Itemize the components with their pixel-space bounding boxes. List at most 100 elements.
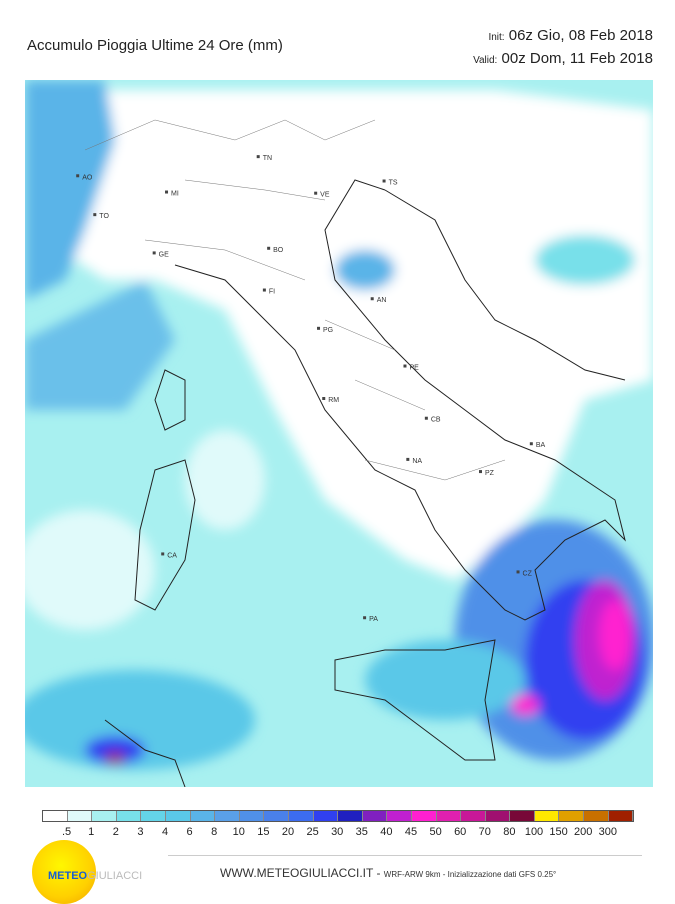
city-marker — [161, 552, 165, 556]
city-marker — [152, 251, 156, 255]
city-label: AN — [377, 297, 387, 304]
city-label: CZ — [523, 570, 533, 577]
color-swatch — [362, 811, 388, 821]
city-label: AO — [82, 174, 93, 181]
city-label: PE — [409, 365, 419, 372]
color-swatch — [264, 811, 289, 821]
color-swatch — [116, 811, 142, 821]
city-marker — [370, 297, 374, 301]
color-swatch — [411, 811, 437, 821]
map-title: Accumulo Pioggia Ultime 24 Ore (mm) — [27, 37, 283, 54]
scale-label: 45 — [404, 826, 418, 838]
city-label: GE — [159, 251, 169, 258]
city-label: CB — [431, 417, 441, 424]
city-marker — [406, 457, 410, 461]
borders — [84, 119, 506, 481]
city-marker — [165, 190, 169, 194]
city-label: TS — [389, 180, 398, 187]
scale-label: 15 — [257, 826, 270, 838]
city-marker — [262, 288, 266, 292]
init-value: 06z Gio, 08 Feb 2018 — [508, 27, 653, 44]
city-label: TN — [263, 155, 272, 162]
valid-value: 00z Dom, 11 Feb 2018 — [501, 50, 653, 67]
color-swatch — [288, 811, 314, 821]
scale-label: 70 — [478, 826, 491, 838]
city-marker — [424, 416, 428, 420]
city-marker — [382, 179, 386, 183]
init-label: Init: — [488, 32, 505, 43]
city-label: MI — [171, 191, 179, 198]
color-swatch — [215, 811, 240, 821]
scale-label: 20 — [281, 826, 295, 838]
scale-label: 6 — [186, 826, 193, 838]
city-label: BA — [536, 442, 546, 449]
scale-label: 60 — [454, 826, 467, 838]
city-label: PG — [323, 327, 333, 334]
valid-label: Valid: — [473, 55, 498, 66]
color-swatch — [387, 811, 412, 821]
color-swatch — [608, 811, 634, 821]
city-marker — [314, 191, 318, 195]
color-swatch — [436, 811, 462, 821]
color-swatch — [584, 811, 609, 821]
city-marker — [479, 470, 482, 474]
city-marker — [93, 213, 97, 217]
color-swatch — [559, 811, 585, 821]
city-label: BO — [273, 247, 284, 254]
color-swatch — [239, 811, 265, 821]
color-swatch — [338, 811, 363, 821]
color-swatch — [534, 811, 560, 821]
scale-label: 40 — [380, 826, 393, 838]
scale-label: 25 — [306, 826, 319, 838]
color-swatch — [165, 811, 191, 821]
coastlines — [104, 179, 626, 787]
scale-label: .5 — [62, 826, 72, 838]
color-swatch — [510, 811, 535, 821]
model-info: WRF-ARW 9km - Inizializzazione dati GFS … — [383, 870, 557, 879]
color-swatch — [485, 811, 511, 821]
city-marker — [317, 326, 321, 330]
scale-label: 3 — [137, 826, 144, 838]
color-swatch — [461, 811, 486, 821]
city-marker — [76, 174, 80, 178]
color-swatch — [92, 811, 117, 821]
city-label: CA — [167, 552, 177, 559]
color-scale — [42, 810, 635, 822]
scale-label: 10 — [232, 826, 245, 838]
city-marker — [267, 246, 271, 250]
city-marker — [403, 364, 407, 368]
divider — [168, 855, 642, 856]
scale-label: 2 — [112, 826, 119, 838]
color-scale-labels: .5 1 2 3 4 6 8 10 15 20 25 30 35 40 45 50 60 70 80 100 150 20… — [42, 826, 642, 840]
color-swatch — [190, 811, 216, 821]
city-label: VE — [320, 192, 330, 199]
run-info: Init: 06z Gio, 08 Feb 2018 Valid: 00z Do… — [473, 25, 653, 71]
city-marker — [363, 616, 367, 620]
scale-label: 1 — [88, 826, 95, 838]
city-label: RM — [328, 397, 339, 404]
city-label: PA — [369, 616, 378, 623]
city-marker — [516, 570, 520, 574]
scale-label: 100 — [524, 826, 544, 838]
scale-label: 200 — [574, 826, 593, 838]
color-swatch — [43, 811, 68, 821]
footer-credit: WWW.METEOGIULIACCI.IT - WRF-ARW 9km - In… — [220, 866, 556, 880]
precip-field — [25, 80, 653, 770]
sun-logo-icon — [32, 840, 96, 904]
logo: METEOGIULIACCI — [48, 870, 143, 882]
color-swatch — [313, 811, 339, 821]
scale-label: 300 — [598, 826, 617, 838]
scale-label: 35 — [355, 826, 368, 838]
city-marker — [322, 397, 326, 400]
scale-label: 8 — [211, 826, 218, 838]
site-url: WWW.METEOGIULIACCI.IT - — [220, 866, 384, 880]
city-markers: TN AO MI VE TS TO BO GE FI AN PG PE RM CB BA NA PZ CZ CA PA — [76, 155, 545, 623]
city-marker — [529, 442, 533, 446]
rainfall-map: TN AO MI VE TS TO BO GE FI AN PG PE RM CB BA NA PZ CZ CA PA — [25, 80, 653, 787]
city-label: FI — [269, 289, 275, 296]
scale-label: 150 — [549, 826, 568, 838]
color-swatch — [67, 811, 93, 821]
city-label: PZ — [485, 470, 495, 477]
scale-label: 50 — [429, 826, 442, 838]
color-swatch — [141, 811, 166, 821]
